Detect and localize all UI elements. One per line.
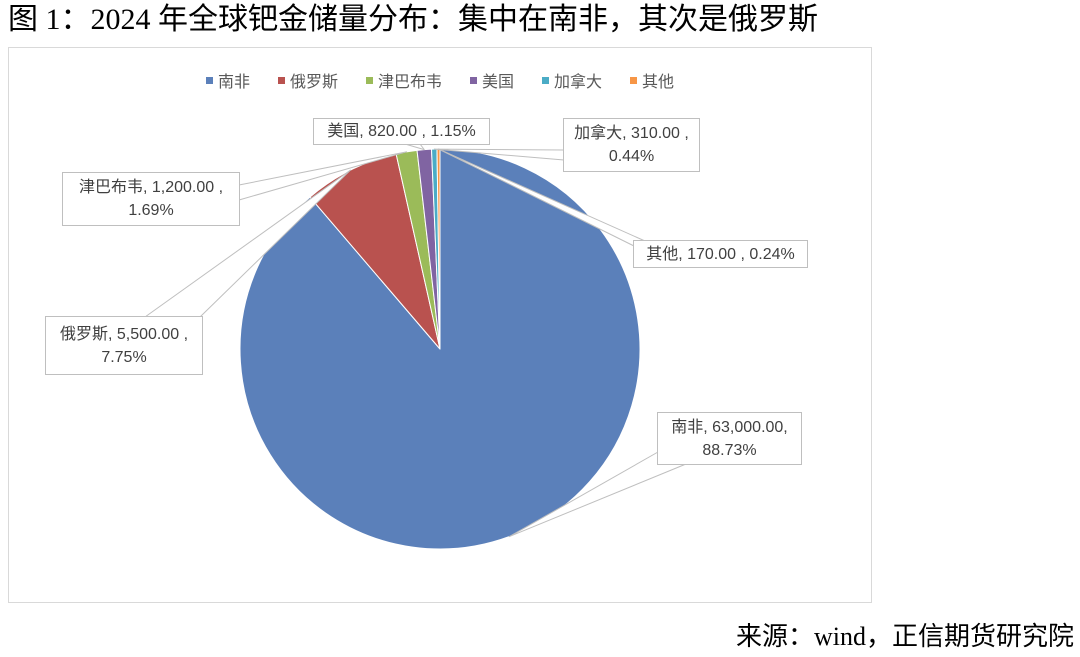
legend-item-usa: 美国 — [470, 68, 514, 92]
legend-label: 南非 — [217, 74, 250, 91]
data-label-usa: 美国, 820.00 , 1.15% — [313, 118, 490, 145]
data-label-line: 津巴布韦, 1,200.00 , — [78, 179, 224, 196]
legend-swatch — [630, 76, 638, 84]
data-label-line: 88.73% — [702, 441, 757, 459]
legend-label: 加拿大 — [554, 74, 603, 91]
legend-swatch — [277, 76, 285, 84]
chart-legend: 南非 俄罗斯 津巴布韦 美国 加拿大 其他 — [8, 69, 872, 91]
legend-item-zimbabwe: 津巴布韦 — [365, 68, 442, 92]
legend-item-other: 其他 — [630, 68, 674, 92]
data-label-south-africa: 南非, 63,000.00, 88.73% — [657, 412, 802, 465]
legend-label: 其他 — [642, 74, 675, 91]
data-label-line: 7.75% — [101, 348, 147, 366]
data-label-line: 加拿大, 310.00 , — [574, 125, 689, 142]
legend-item-canada: 加拿大 — [542, 68, 602, 92]
source-note: 来源：wind，正信期货研究院 — [735, 622, 1074, 651]
legend-swatch — [365, 76, 373, 84]
data-label-line: 1.69% — [128, 202, 174, 219]
legend-label: 津巴布韦 — [377, 74, 442, 91]
figure-title: 图 1：2024 年全球钯金储量分布：集中在南非，其次是俄罗斯 — [8, 3, 818, 36]
legend-label: 美国 — [482, 74, 515, 91]
data-label-other: 其他, 170.00 , 0.24% — [633, 240, 808, 268]
legend-item-south-africa: 南非 — [205, 68, 250, 92]
legend-label: 俄罗斯 — [289, 74, 338, 91]
data-label-canada: 加拿大, 310.00 , 0.44% — [563, 118, 700, 172]
data-label-line: 0.44% — [608, 148, 655, 165]
legend-swatch — [470, 76, 477, 84]
data-label-zimbabwe: 津巴布韦, 1,200.00 , 1.69% — [62, 172, 240, 226]
legend-swatch — [542, 76, 550, 84]
legend-swatch — [205, 76, 213, 84]
data-label-line: 其他, 170.00 , 0.24% — [646, 245, 795, 263]
data-label-russia: 俄罗斯, 5,500.00 , 7.75% — [45, 316, 203, 375]
data-label-line: 美国, 820.00 , 1.15% — [327, 123, 476, 140]
data-label-line: 俄罗斯, 5,500.00 , — [59, 325, 189, 343]
data-label-line: 南非, 63,000.00, — [671, 418, 788, 436]
legend-item-russia: 俄罗斯 — [277, 68, 338, 92]
